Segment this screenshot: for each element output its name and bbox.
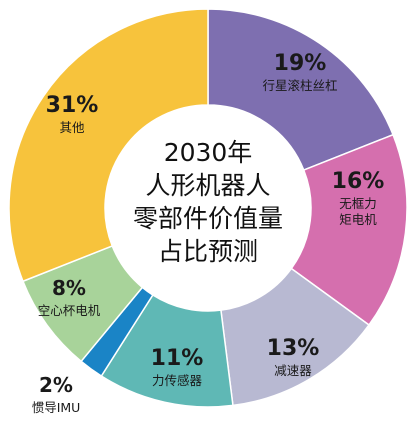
slice-1 xyxy=(207,8,394,172)
slice-percent-label-2: 16% xyxy=(332,169,385,194)
slice-name-label-5: 惯导IMU xyxy=(32,400,81,415)
slice-percent-label-1: 19% xyxy=(274,51,327,76)
slice-percent-label-3: 13% xyxy=(267,336,320,361)
title-line-1: 2030年 xyxy=(164,138,253,167)
slice-percent-label-6: 8% xyxy=(52,276,86,300)
slice-name-label-7: 其他 xyxy=(59,120,85,135)
center-title: 2030年 人形机器人 零部件价值量 占比预测 xyxy=(133,138,283,266)
slice-name-label-4: 力传感器 xyxy=(152,373,203,388)
slice-name-label-3: 减速器 xyxy=(274,363,312,378)
slice-name-label-2-line-2: 矩电机 xyxy=(339,212,377,227)
title-line-2: 人形机器人 xyxy=(145,171,270,200)
slices-layer xyxy=(8,8,408,408)
slice-percent-label-7: 31% xyxy=(46,93,99,118)
slice-name-label-1: 行星滚柱丝杠 xyxy=(262,78,337,93)
center-hole xyxy=(105,105,311,311)
title-line-3: 零部件价值量 xyxy=(133,204,283,233)
title-line-4: 占比预测 xyxy=(158,237,258,266)
slice-name-label-6: 空心杯电机 xyxy=(38,303,101,318)
slice-percent-label-4: 11% xyxy=(151,346,204,371)
slice-percent-label-5: 2% xyxy=(39,373,73,397)
slice-name-label-2-line-1: 无框力 xyxy=(339,196,377,211)
